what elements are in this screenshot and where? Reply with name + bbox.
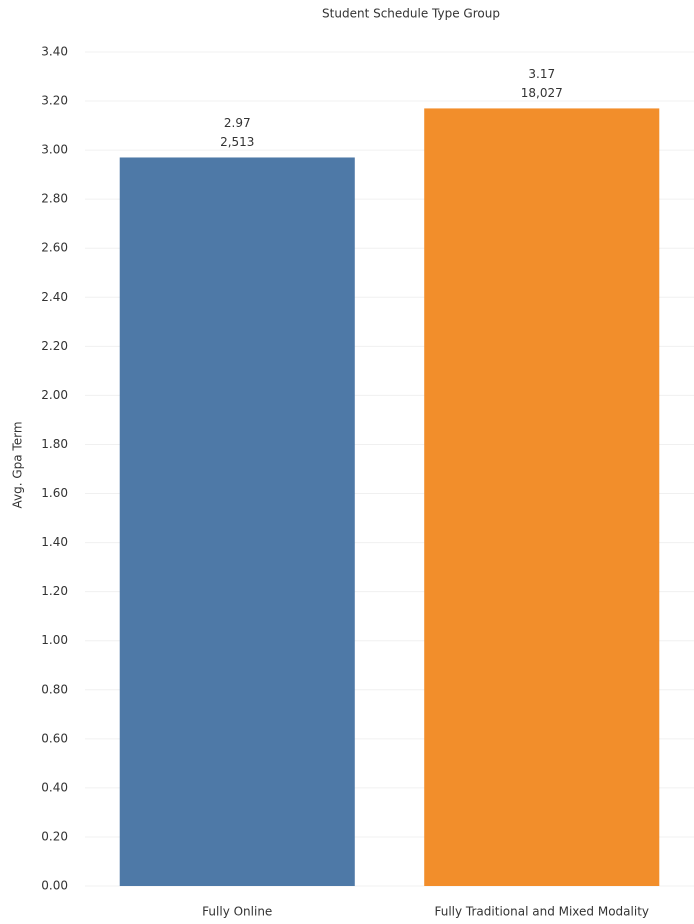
y-tick-label: 1.00 — [41, 633, 68, 647]
bar — [424, 108, 660, 886]
count-label: 2,513 — [220, 135, 254, 149]
y-tick-label: 2.20 — [41, 339, 68, 353]
y-tick-label: 1.40 — [41, 535, 68, 549]
y-axis-label: Avg. Gpa Term — [11, 421, 25, 508]
y-tick-label: 1.60 — [41, 486, 68, 500]
y-tick-label: 3.40 — [41, 45, 68, 59]
y-tick-label: 0.40 — [41, 780, 68, 794]
y-tick-label: 1.80 — [41, 437, 68, 451]
data-label: 3.17 — [528, 67, 555, 81]
y-tick-label: 3.20 — [41, 94, 68, 108]
x-tick-label: Fully Online — [202, 905, 272, 919]
y-tick-label: 2.00 — [41, 388, 68, 402]
y-tick-label: 0.00 — [41, 879, 68, 893]
y-tick-label: 2.40 — [41, 290, 68, 304]
y-tick-label: 2.60 — [41, 241, 68, 255]
y-tick-label: 3.00 — [41, 143, 68, 157]
y-tick-label: 2.80 — [41, 192, 68, 206]
chart-title: Student Schedule Type Group — [322, 7, 500, 21]
y-tick-label: 0.20 — [41, 829, 68, 843]
data-label: 2.97 — [224, 116, 251, 130]
y-tick-label: 0.60 — [41, 731, 68, 745]
y-tick-label: 1.20 — [41, 584, 68, 598]
y-tick-label: 0.80 — [41, 682, 68, 696]
bar — [119, 157, 355, 887]
count-label: 18,027 — [521, 86, 563, 100]
x-tick-label: Fully Traditional and Mixed Modality — [435, 905, 650, 919]
